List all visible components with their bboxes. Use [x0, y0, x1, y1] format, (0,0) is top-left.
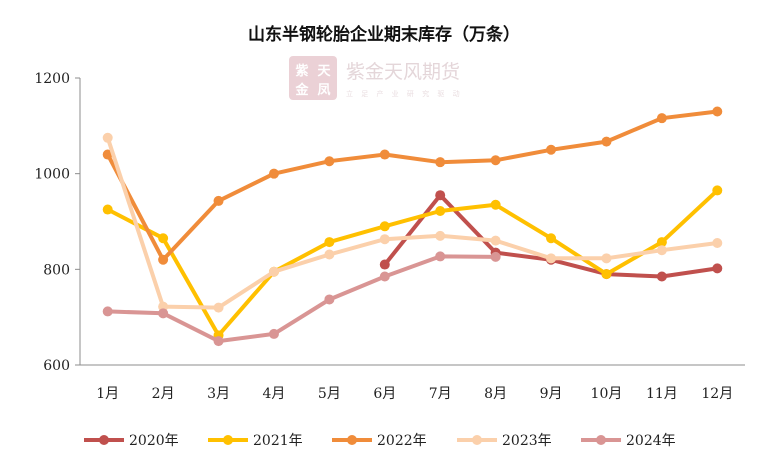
data-point	[102, 149, 113, 160]
data-point	[435, 205, 446, 216]
data-point	[379, 234, 390, 245]
x-tick-label: 7月	[429, 386, 452, 402]
data-point	[656, 113, 667, 124]
data-point	[712, 106, 723, 117]
legend-label: 2022年	[377, 433, 427, 449]
legend-swatch-marker	[347, 435, 357, 445]
watermark-seal-char-2: 天	[317, 64, 331, 79]
data-point	[268, 266, 279, 277]
data-point	[158, 233, 169, 244]
data-point	[379, 271, 390, 282]
legend-item: 2021年	[208, 433, 303, 449]
x-tick-label: 1月	[96, 386, 119, 402]
series-line	[105, 109, 720, 262]
data-point	[324, 237, 335, 248]
data-point	[546, 253, 557, 264]
watermark-slogan: 立 足 产 业 研 究 驱 动	[346, 89, 463, 98]
data-point	[656, 271, 667, 282]
legend-label: 2020年	[129, 433, 179, 449]
series-line	[105, 254, 498, 344]
data-point	[324, 294, 335, 305]
data-point	[379, 221, 390, 232]
legend-item: 2024年	[581, 433, 676, 449]
data-point	[546, 144, 557, 155]
x-tick-label: 6月	[373, 386, 396, 402]
data-point	[213, 195, 224, 206]
watermark-brand: 紫金天风期货	[346, 61, 460, 83]
data-point	[601, 136, 612, 147]
legend-item: 2020年	[84, 433, 179, 449]
data-point	[435, 157, 446, 168]
data-point	[435, 251, 446, 262]
y-tick-label: 1200	[34, 71, 70, 87]
x-tick-label: 2月	[152, 386, 175, 402]
data-point	[712, 263, 723, 274]
series-2021年	[102, 185, 723, 341]
data-point	[324, 156, 335, 167]
series-line	[105, 188, 720, 338]
chart-title: 山东半钢轮胎企业期末库存（万条）	[248, 24, 520, 45]
data-point	[158, 308, 169, 319]
data-point	[546, 233, 557, 244]
data-point	[490, 199, 501, 210]
legend-label: 2024年	[626, 433, 676, 449]
data-point	[656, 237, 667, 248]
data-point	[435, 190, 446, 201]
axes: 600 800 1000 1200 1月 2月 3月 4月 5月 6月 7月 8月 9月 10月 11月 12…	[34, 71, 745, 402]
watermark: 紫 天 金 凤 紫金天风期货 立 足 产 业 研 究 驱 动	[289, 56, 463, 100]
data-point	[490, 235, 501, 246]
series-2023年	[102, 132, 723, 313]
series-layer	[102, 106, 723, 347]
data-point	[213, 336, 224, 347]
series-2022年	[102, 106, 723, 265]
legend-label: 2021年	[253, 433, 303, 449]
data-point	[490, 155, 501, 166]
watermark-seal-char-4: 凤	[317, 83, 330, 98]
legend-label: 2023年	[502, 433, 552, 449]
data-point	[379, 259, 390, 270]
data-point	[379, 149, 390, 160]
data-point	[712, 185, 723, 196]
data-point	[601, 269, 612, 280]
watermark-seal-icon	[289, 56, 337, 100]
legend-item: 2023年	[457, 433, 552, 449]
x-tick-label: 10月	[591, 386, 623, 402]
legend-swatch-marker	[596, 435, 606, 445]
data-point	[102, 132, 113, 143]
x-tick-label: 4月	[262, 386, 285, 402]
legend-item: 2022年	[332, 433, 427, 449]
data-point	[656, 245, 667, 256]
data-point	[435, 230, 446, 241]
data-point	[158, 254, 169, 265]
watermark-seal-char-1: 紫	[295, 63, 308, 79]
data-point	[490, 251, 501, 262]
x-tick-label: 11月	[646, 386, 678, 402]
data-point	[102, 204, 113, 215]
y-tick-label: 800	[43, 262, 70, 278]
legend: 2020年 2021年 2022年 2023年 2024年	[84, 433, 676, 449]
x-tick-label: 3月	[207, 386, 230, 402]
legend-swatch-marker	[99, 435, 109, 445]
series-line	[105, 135, 720, 310]
x-tick-label: 9月	[540, 386, 563, 402]
watermark-seal-char-3: 金	[294, 82, 309, 98]
x-tick-label: 5月	[318, 386, 341, 402]
data-point	[102, 306, 113, 317]
data-point	[601, 253, 612, 264]
data-point	[213, 302, 224, 313]
data-point	[268, 168, 279, 179]
legend-swatch-marker	[472, 435, 482, 445]
data-point	[268, 328, 279, 339]
data-point	[324, 249, 335, 260]
legend-swatch-marker	[223, 435, 233, 445]
y-tick-label: 600	[43, 358, 70, 374]
series-2024年	[102, 251, 501, 347]
x-tick-label: 8月	[484, 386, 507, 402]
data-point	[712, 238, 723, 249]
x-tick-label: 12月	[701, 386, 733, 402]
y-tick-label: 1000	[34, 167, 70, 183]
